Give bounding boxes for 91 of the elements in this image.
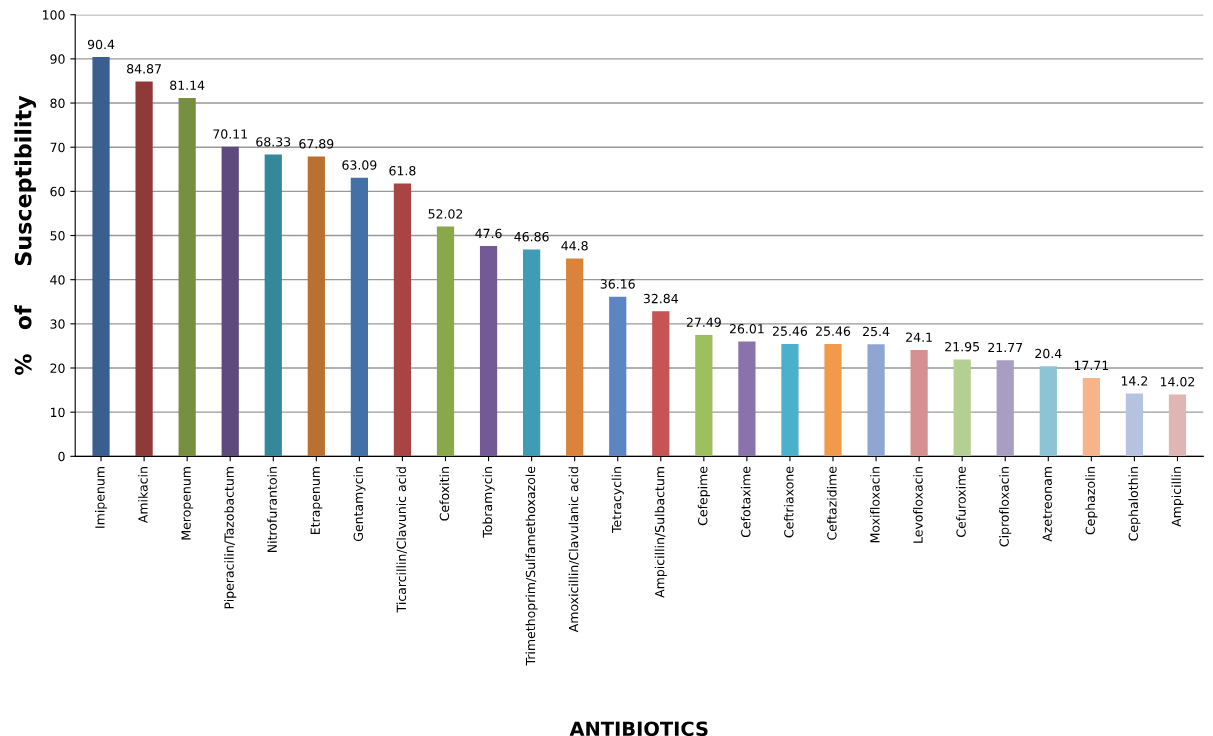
data-label: 17.71 [1074,360,1109,370]
bar [1082,378,1100,457]
x-tick-label: Azetreonam [1042,467,1052,542]
bar [1168,394,1187,457]
bar [479,246,498,457]
bar [523,249,541,457]
data-label: 67.89 [299,139,334,149]
data-label: 25.46 [772,326,808,336]
x-tick-label: Cefepime [697,466,710,526]
bar [996,360,1014,457]
bar [738,341,756,457]
bar [695,334,713,457]
x-tick-label: Ciprofloxacin [999,467,1012,547]
data-label: 90.4 [87,39,115,50]
x-tick-label: Cefotaxime [740,466,751,538]
x-tick-label: Gentamycin [353,467,366,542]
data-label: 32.84 [643,293,678,304]
x-tick-label: Cefoxitin [439,467,450,521]
y-tick-label: 80 [50,98,65,108]
x-tick-label: Etrapenum [310,467,323,535]
bar [1125,393,1144,457]
y-tick-label: 0 [58,451,65,462]
x-tick-label: Ampicillin [1171,467,1184,527]
bar [92,57,110,457]
bar [1039,366,1057,457]
y-tick-label: 90 [50,54,65,64]
x-tick-label: Ceftazidime [826,466,837,540]
data-label: 25.4 [863,326,890,337]
bar [781,343,799,457]
y-tick-label: 20 [50,363,65,373]
x-tick-label: Nitrofurantoin [267,467,277,553]
data-label: 63.09 [342,160,377,170]
bar [350,177,368,457]
bar [135,81,153,457]
y-tick-label: 50 [50,230,65,241]
y-tick-label: 60 [50,186,65,197]
bar [910,349,928,457]
x-tick-label: Ampicillin/Sulbactum [654,467,667,598]
bar [867,344,885,457]
bar [221,146,239,457]
data-label: 70.11 [213,129,247,139]
data-label: 27.49 [686,317,721,327]
bar [436,226,455,457]
x-tick-label: Piperacilin/Tazobactum [224,467,237,609]
x-tick-label: Amikacin [138,467,148,524]
bar [264,154,282,457]
x-tick-label: Tetracyclin [611,467,624,533]
x-tick-label: Tobramycin [482,467,495,538]
data-label: 44.8 [561,241,588,251]
bar [824,343,842,457]
x-tick-label: Amoxicillin/Clavulanic acid [568,467,580,633]
y-tick-label: 10 [50,407,65,418]
bar [566,258,584,457]
data-label: 47.6 [475,228,502,239]
x-tick-label: Levofloxacin [913,467,923,543]
x-tick-label: Cephalothin [1128,467,1141,541]
data-label: 81.14 [170,80,205,91]
x-tick-label: Moxifloxacin [870,467,880,543]
y-axis-title: % of Susceptibility [14,95,37,375]
data-label: 68.33 [256,137,291,147]
data-label: 52.02 [428,209,463,219]
data-label: 36.16 [600,279,635,289]
y-tick-label: 70 [50,142,65,153]
x-tick-label: Ceftriaxone [783,466,794,538]
data-label: 14.02 [1160,376,1195,387]
data-label: 14.2 [1121,376,1148,386]
y-tick-label: 100 [43,10,65,20]
data-label: 26.01 [729,324,764,334]
x-tick-label: Imipenum [94,467,108,528]
x-tick-label: Cephazolin [1085,467,1098,535]
x-tick-label: Meropenum [181,467,194,540]
bar [393,183,412,457]
x-tick-label: Ticarcillin/Clavunic acid [396,467,408,613]
data-label: 25.46 [816,326,851,336]
bar [953,359,971,457]
data-label: 61.8 [389,165,416,176]
x-tick-label: Trimethoprim/Sulfamethoxazole [525,466,538,666]
x-axis-title: ANTIBIOTICS [569,721,708,736]
data-label: 21.95 [945,341,979,352]
bar [652,311,670,457]
bar [178,98,196,457]
y-tick-label: 30 [50,319,65,329]
data-label: 24.1 [906,332,932,342]
data-label: 84.87 [127,64,161,74]
data-label: 21.77 [988,342,1023,353]
data-label: 20.4 [1035,348,1062,359]
y-tick-label: 40 [50,275,65,285]
bar [307,156,325,457]
x-tick-label: Cefuroxime [956,466,966,537]
bar [609,296,627,457]
data-label: 46.86 [514,231,549,242]
